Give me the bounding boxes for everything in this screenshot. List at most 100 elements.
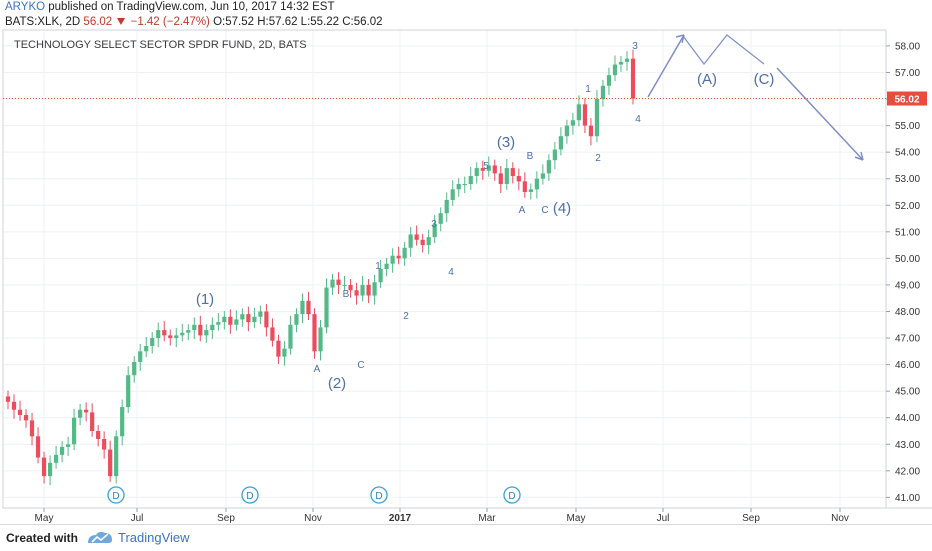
dividend-marker[interactable] <box>503 486 521 504</box>
candle-body <box>222 316 227 323</box>
candle-body <box>456 184 461 190</box>
candle-body <box>84 409 89 413</box>
candle-body <box>336 279 341 285</box>
candle-body <box>324 287 329 328</box>
wave-label-minor: 4 <box>635 114 641 125</box>
wave-label-minor: 1 <box>375 261 381 272</box>
author-link[interactable]: ARYKO <box>5 1 46 13</box>
price-tick-label: 46.00 <box>895 360 920 371</box>
time-tick-label: 2017 <box>389 513 412 524</box>
candle-body <box>612 64 618 76</box>
candle-body <box>11 401 17 410</box>
candle-body <box>474 168 479 177</box>
candle-body <box>396 255 401 259</box>
candle-body <box>150 338 155 347</box>
wave-label-projection: (C) <box>754 71 775 88</box>
wave-label-minor: C <box>541 205 548 216</box>
candle-body <box>132 361 137 376</box>
candle-body <box>240 314 245 320</box>
time-tick-label: Nov <box>831 513 849 524</box>
quote-line: BATS:XLK, 2D 56.02 −1.42 (−2.47%) O:57.5… <box>5 15 383 30</box>
last-price: 56.02 <box>3 91 927 106</box>
price-tick-label: 51.00 <box>895 227 920 238</box>
tradingview-link[interactable]: TradingView <box>118 530 190 545</box>
price-tick-label: 52.00 <box>895 201 920 212</box>
candle-body <box>72 417 77 445</box>
dividend-marker[interactable] <box>241 486 259 504</box>
time-axis[interactable]: May Jul Sep Nov 2017 Mar May Jul Sep Nov <box>35 508 849 524</box>
price-tick-label: 48.00 <box>895 307 920 318</box>
price-tick-label: 44.00 <box>895 413 920 424</box>
wave-label-minor: A <box>314 364 321 375</box>
time-tick-label: Nov <box>304 513 322 524</box>
wave-label-minor: A <box>519 205 526 216</box>
candle-body <box>192 324 197 331</box>
candle-body <box>138 351 143 362</box>
price-tick-label: 42.00 <box>895 466 920 477</box>
projection-segment <box>647 34 685 98</box>
time-tick-label: May <box>35 513 54 524</box>
candle-body <box>5 396 11 402</box>
candle-body <box>252 316 257 323</box>
plot-border <box>2 29 887 509</box>
candle-body <box>354 290 359 296</box>
price-tick-label: 50.00 <box>895 254 920 265</box>
candle-body <box>504 168 509 185</box>
wave-label-minor: 2 <box>595 153 601 164</box>
candle-body <box>468 176 473 185</box>
candle-body <box>408 234 413 248</box>
candle-body <box>198 324 203 336</box>
candle-body <box>378 269 383 283</box>
candle-body <box>17 409 23 416</box>
projection-zigzag <box>682 34 765 65</box>
candle-body <box>426 237 431 246</box>
price-tick-label: 54.00 <box>895 148 920 159</box>
candle-body <box>576 104 582 121</box>
projection-arrowhead <box>675 34 685 38</box>
candle-body <box>47 462 53 477</box>
candle-body <box>444 199 449 214</box>
price-tick-label: 55.00 <box>895 121 920 132</box>
candle-body <box>144 346 149 352</box>
publish-line: ARYKO published on TradingView.com, Jun … <box>5 0 383 15</box>
symbol: BATS:XLK, 2D <box>5 16 81 28</box>
dividend-marker[interactable] <box>107 486 125 504</box>
candle-body <box>546 160 551 174</box>
candle-body <box>384 263 389 269</box>
candle-body <box>624 58 630 62</box>
candle-body <box>432 223 437 238</box>
last-price-label: 56.02 <box>894 95 919 106</box>
candle-body <box>588 125 594 137</box>
wave-labels: (1) (2) (3) (4) A B C 1 2 3 4 5 A B C 1 2 3 4 (A) (C) <box>196 41 775 392</box>
time-tick-label: May <box>567 513 586 524</box>
candle-body <box>342 284 347 286</box>
wave-label-minor: 3 <box>431 219 437 230</box>
candle-body <box>402 247 407 259</box>
candle-body <box>246 314 251 323</box>
candle-body <box>288 324 293 349</box>
projection-segment <box>776 67 864 161</box>
candle-body <box>528 189 533 192</box>
candle-body <box>294 314 299 325</box>
price-tick-label: 47.00 <box>895 334 920 345</box>
candle-body <box>390 255 395 264</box>
wave-label-minor: 3 <box>632 41 638 52</box>
last-price-value: 56.02 <box>83 16 113 28</box>
candle-body <box>180 332 185 336</box>
price-axis[interactable]: 41.00 42.00 43.00 44.00 45.00 46.00 47.00 48.00… <box>886 41 920 504</box>
candle-body <box>258 311 263 317</box>
candle-body <box>330 279 335 288</box>
candle-body <box>630 58 636 99</box>
created-with-label: Created with <box>6 531 79 545</box>
down-arrow-icon <box>117 18 126 26</box>
price-tick-label: 41.00 <box>895 493 920 504</box>
tradingview-logo-icon[interactable] <box>86 529 114 545</box>
projection-arrowhead <box>860 151 864 161</box>
dividend-marker-label: D <box>375 491 382 502</box>
dividend-marker-label: D <box>508 491 515 502</box>
dividend-marker[interactable] <box>370 486 388 504</box>
candle-body <box>65 444 71 447</box>
